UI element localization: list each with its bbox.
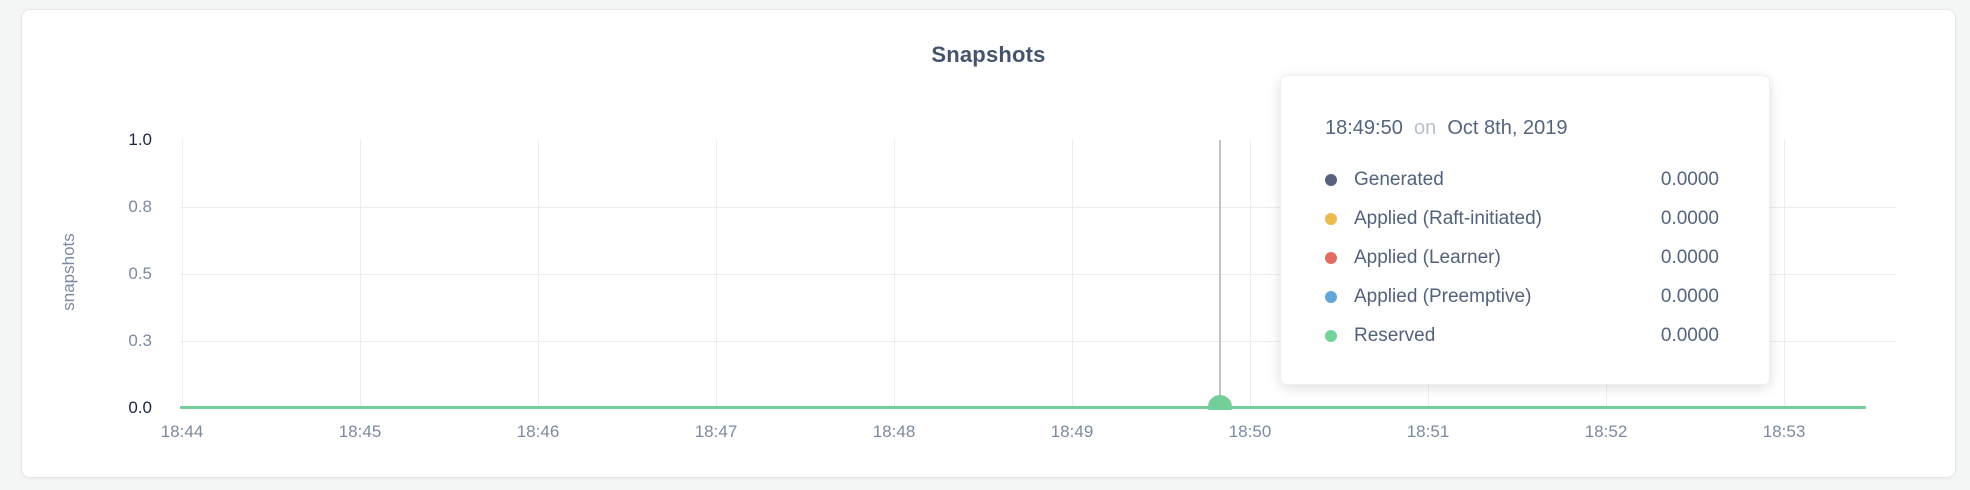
tooltip-series-value: 0.0000 bbox=[1660, 207, 1719, 229]
hover-tooltip: 18:49:50 on Oct 8th, 2019 Generated 0.000… bbox=[1280, 75, 1770, 385]
plot-area[interactable] bbox=[180, 140, 1896, 410]
x-tick-label: 18:46 bbox=[516, 422, 560, 441]
tooltip-series-label: Applied (Learner) bbox=[1354, 246, 1501, 268]
chart-title: Snapshots bbox=[931, 42, 1046, 67]
x-tick-label: 18:53 bbox=[1762, 422, 1806, 441]
tooltip-series-label: Reserved bbox=[1354, 324, 1436, 346]
tooltip-conjunction-word: on bbox=[1413, 117, 1437, 139]
y-gridline bbox=[180, 341, 1896, 342]
series-color-dot bbox=[1325, 173, 1337, 186]
tooltip-series-value: 0.0000 bbox=[1660, 246, 1719, 268]
series-line-reserved bbox=[180, 406, 1866, 409]
tooltip-series-label: Generated bbox=[1354, 168, 1444, 190]
tooltip-series-label: Applied (Raft-initiated) bbox=[1354, 207, 1542, 229]
hover-point bbox=[1208, 395, 1232, 410]
tooltip-row: Applied (Learner) 0.0000 bbox=[1325, 238, 1719, 277]
y-gridline bbox=[180, 207, 1896, 208]
hover-guideline bbox=[1219, 140, 1221, 408]
x-tick-label: 18:45 bbox=[338, 422, 382, 441]
y-gridline bbox=[180, 274, 1896, 275]
tooltip-row: Generated 0.0000 bbox=[1325, 160, 1719, 199]
x-tick-label: 18:48 bbox=[872, 422, 916, 441]
series-color-dot bbox=[1325, 329, 1337, 342]
series-color-dot bbox=[1325, 212, 1337, 225]
y-tick-label: 1.0 bbox=[128, 130, 152, 149]
tooltip-header: 18:49:50 on Oct 8th, 2019 bbox=[1325, 116, 1719, 140]
tooltip-rows: Generated 0.0000 Applied (Raft-initiated) 0… bbox=[1325, 160, 1719, 355]
tooltip-series-value: 0.0000 bbox=[1660, 168, 1719, 190]
x-tick-label: 18:49 bbox=[1050, 422, 1094, 441]
series-color-dot bbox=[1325, 251, 1337, 264]
y-tick-label: 0.5 bbox=[128, 264, 152, 283]
tooltip-row: Applied (Preemptive) 0.0000 bbox=[1325, 277, 1719, 316]
x-tick-label: 18:44 bbox=[160, 422, 204, 441]
tooltip-row: Reserved 0.0000 bbox=[1325, 316, 1719, 355]
tooltip-date-text: Oct 8th, 2019 bbox=[1447, 117, 1568, 139]
y-tick-label: 0.0 bbox=[128, 398, 152, 417]
x-tick-label: 18:50 bbox=[1228, 422, 1272, 441]
y-tick-label: 0.8 bbox=[128, 197, 152, 216]
tooltip-row: Applied (Raft-initiated) 0.0000 bbox=[1325, 199, 1719, 238]
x-tick-label: 18:47 bbox=[694, 422, 738, 441]
tooltip-series-value: 0.0000 bbox=[1660, 324, 1719, 346]
tooltip-series-value: 0.0000 bbox=[1660, 285, 1719, 307]
series-color-dot bbox=[1325, 290, 1337, 303]
y-tick-label: 0.3 bbox=[128, 331, 152, 350]
tooltip-time: 18:49:50 bbox=[1325, 117, 1403, 139]
x-tick-label: 18:51 bbox=[1406, 422, 1450, 441]
x-tick-label: 18:52 bbox=[1584, 422, 1628, 441]
tooltip-series-label: Applied (Preemptive) bbox=[1354, 285, 1532, 307]
